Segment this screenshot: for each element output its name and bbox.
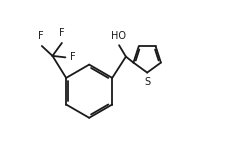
Text: S: S [144,77,150,87]
Text: HO: HO [111,31,126,41]
Text: F: F [38,31,44,41]
Text: F: F [70,52,76,62]
Text: F: F [59,28,65,38]
